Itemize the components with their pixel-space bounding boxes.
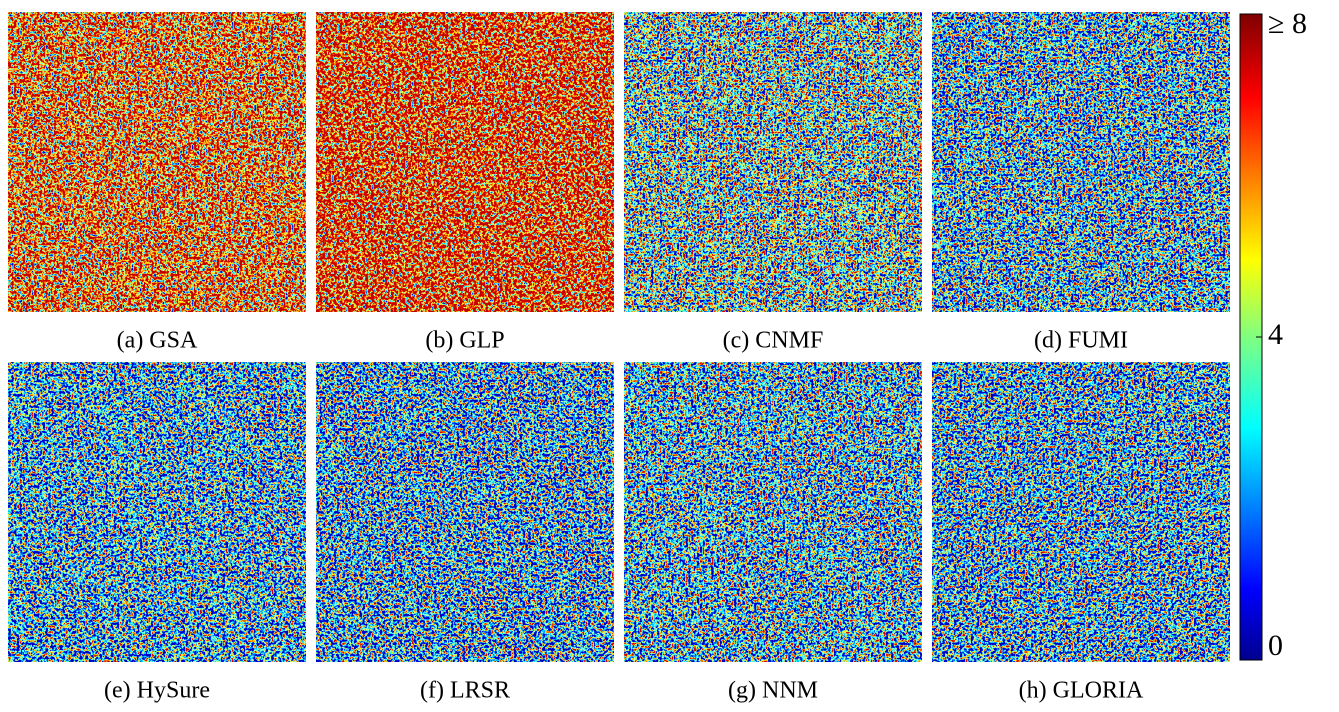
- error-map: [932, 362, 1230, 662]
- error-map: [624, 12, 922, 312]
- colorbar-tick-label: 0: [1268, 629, 1283, 662]
- panel-caption: (a) GSA: [117, 328, 198, 354]
- panel-caption: (c) CNMF: [723, 328, 824, 354]
- error-map: [8, 362, 306, 662]
- panel-caption: (f) LRSR: [420, 678, 510, 704]
- panel-caption: (g) NNM: [728, 678, 818, 704]
- colorbar-tick-label: ≥ 8: [1268, 7, 1307, 40]
- panel-caption: (b) GLP: [425, 328, 504, 354]
- colorbar-tick-label: 4: [1268, 318, 1283, 351]
- panel-caption: (h) GLORIA: [1019, 678, 1144, 704]
- colorbar: 0 4 ≥ 8: [1239, 7, 1307, 662]
- error-map: [8, 12, 306, 312]
- error-map: [624, 362, 922, 662]
- panel-caption: (d) FUMI: [1034, 328, 1128, 354]
- panel-caption: (e) HySure: [104, 678, 210, 704]
- error-map: [316, 12, 614, 312]
- error-map: [932, 12, 1230, 312]
- panels: (a) GSA (b) GLP (c) CNMF (d) FUMI (e) HySure…: [8, 12, 1230, 704]
- error-map: [316, 362, 614, 662]
